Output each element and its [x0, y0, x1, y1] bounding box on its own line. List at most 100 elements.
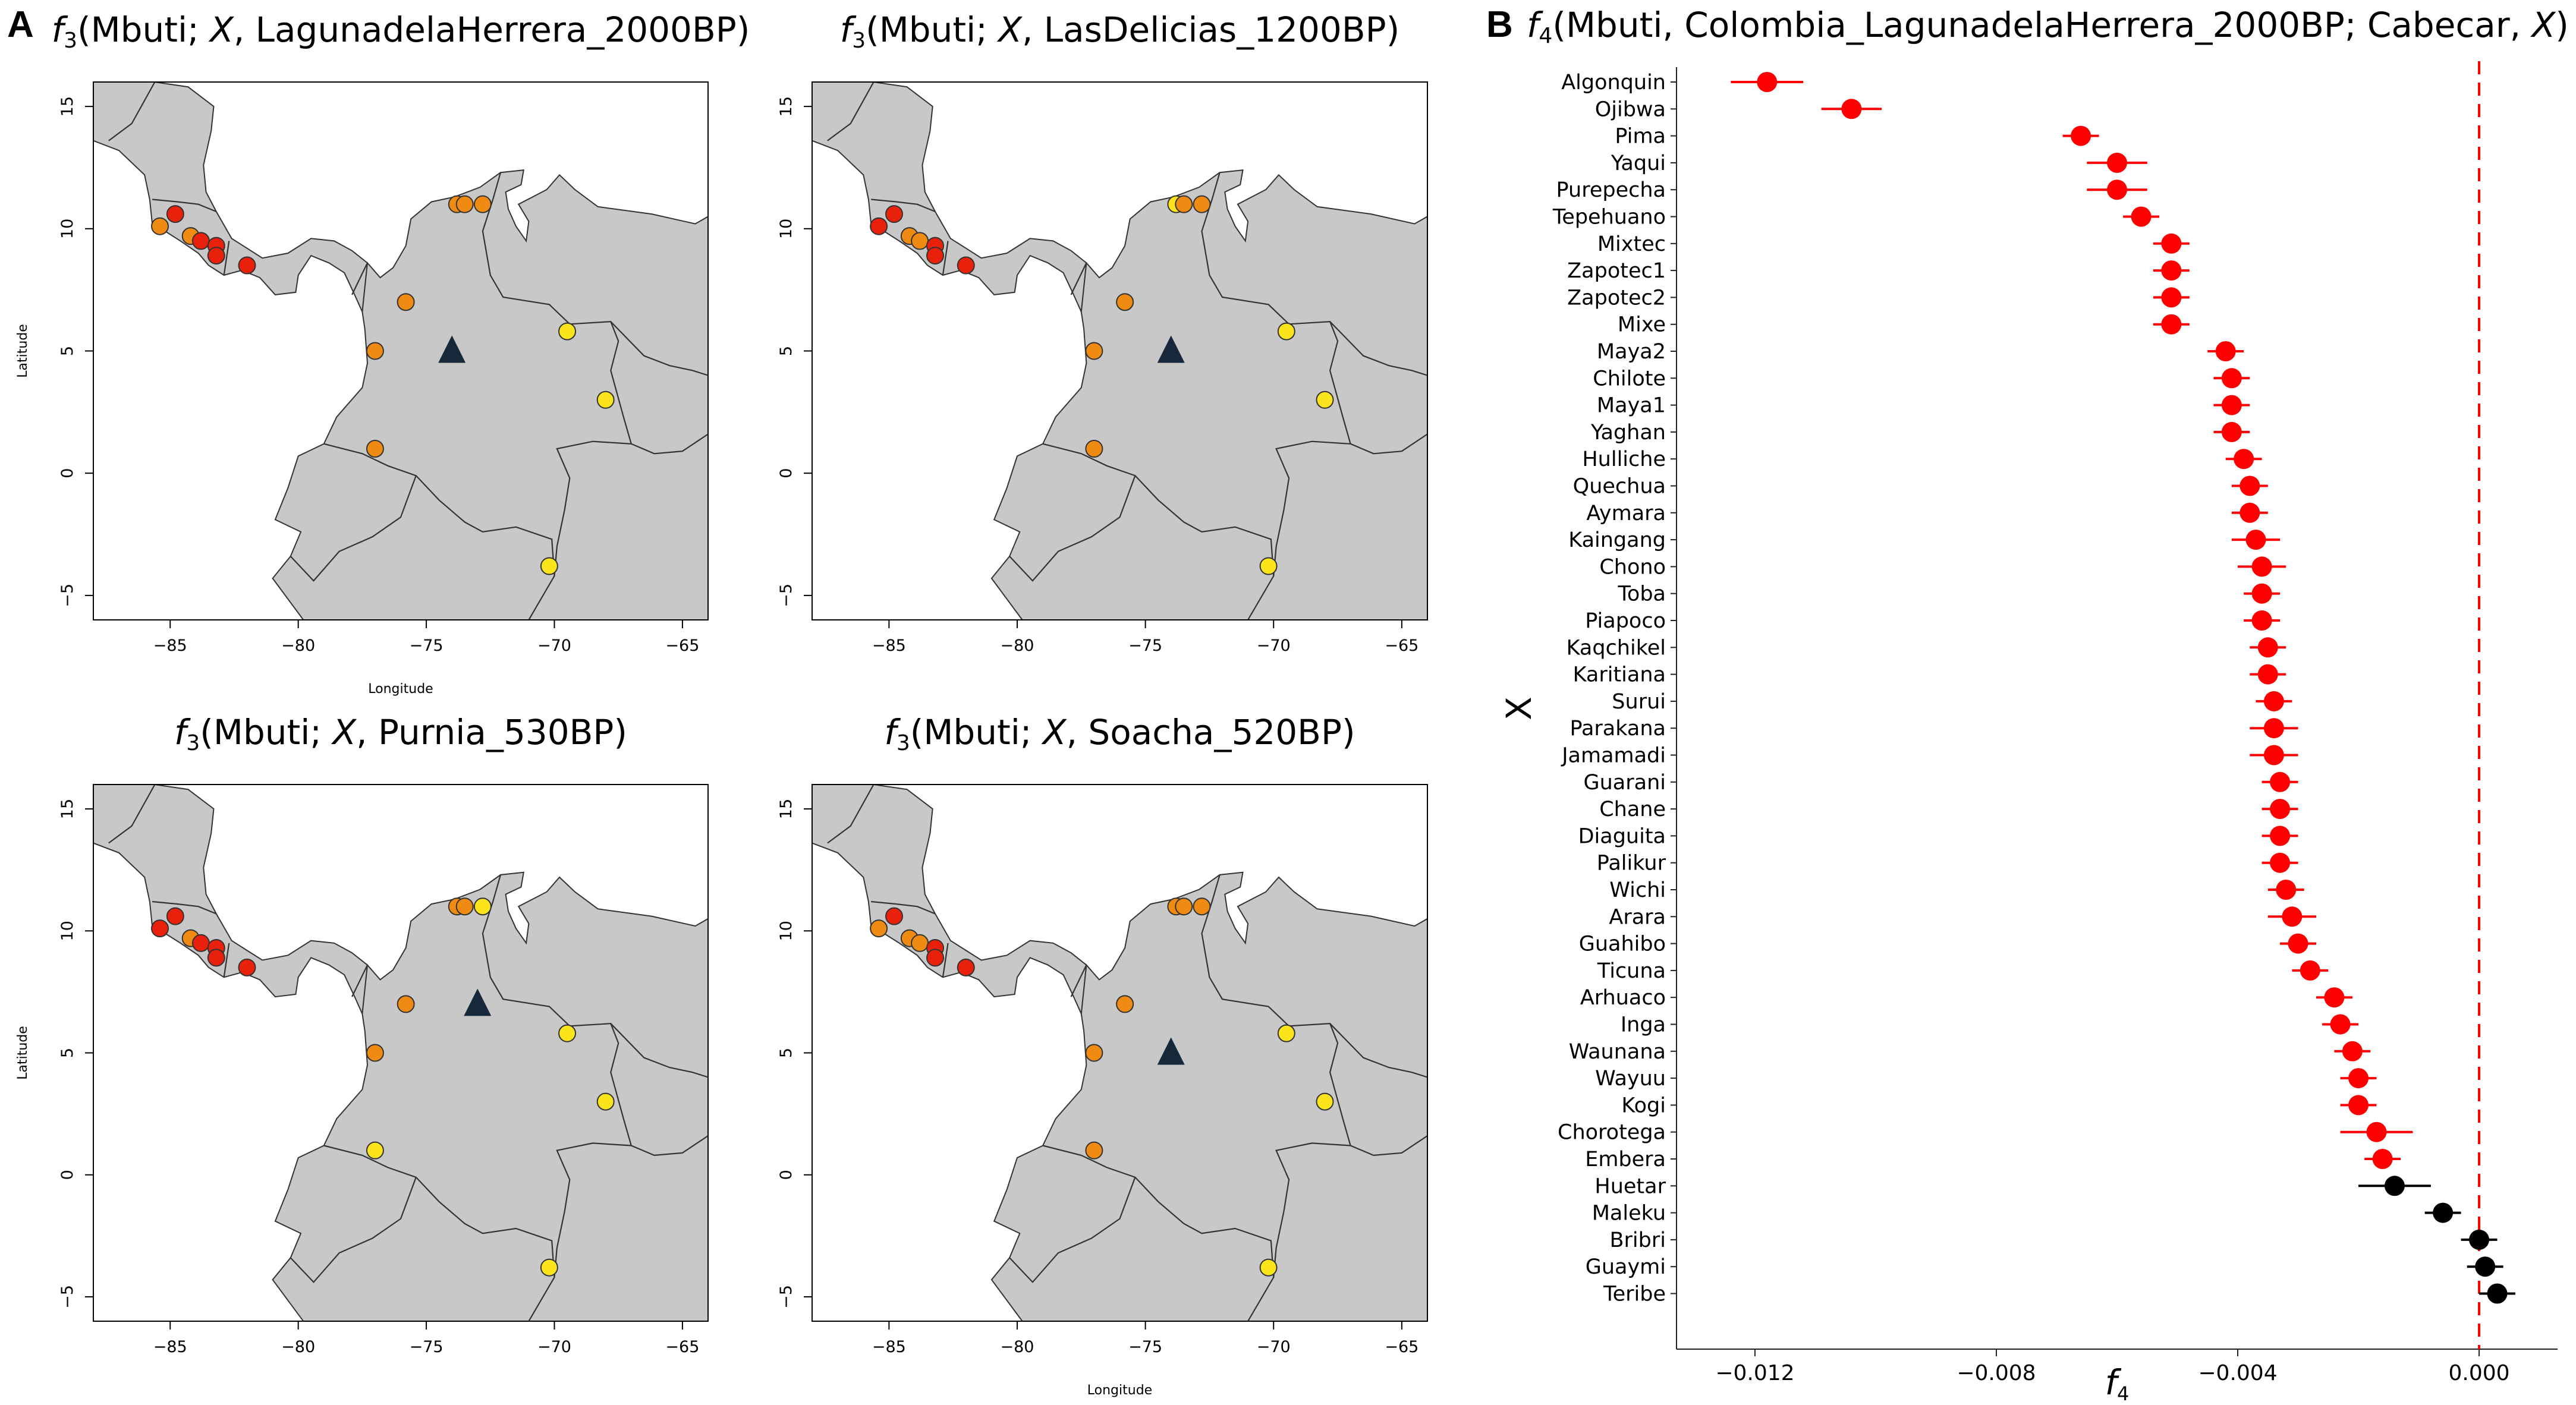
population-label: Teribe — [1603, 1283, 1666, 1306]
island — [1486, 209, 1504, 226]
population-point-high — [926, 949, 944, 967]
population-label: Zapotec1 — [1567, 259, 1666, 283]
central-america-landmass — [93, 82, 369, 314]
population-label: Chono — [1599, 555, 1666, 579]
population-point-high — [166, 205, 184, 223]
population-point-low — [1277, 1024, 1295, 1042]
population-point-mid — [1193, 897, 1211, 916]
y-tick-label: 5 — [58, 1048, 77, 1058]
population-point-low — [1277, 322, 1295, 341]
population-label: Yaghan — [1590, 421, 1666, 445]
estimate-point — [2270, 852, 2291, 873]
population-point-mid — [151, 217, 169, 235]
x-axis-label: f4 — [2105, 1362, 2130, 1405]
population-point-mid — [473, 195, 492, 213]
map-title: f3(Mbuti; X, LasDelicias_1200BP) — [840, 10, 1399, 53]
country-border — [482, 172, 633, 620]
y-tick-label: 10 — [58, 921, 77, 941]
map-title: f3(Mbuti; X, Purnia_530BP) — [174, 712, 627, 755]
x-axis-label: Longitude — [368, 682, 433, 697]
population-label: Embera — [1585, 1148, 1666, 1171]
population-label: Maya2 — [1597, 340, 1666, 364]
population-label: Guaymi — [1586, 1255, 1666, 1279]
population-point-mid — [1175, 897, 1193, 916]
population-label: Piapoco — [1585, 609, 1666, 633]
population-point-low — [1259, 557, 1278, 575]
estimate-point — [2372, 1149, 2393, 1169]
country-border — [223, 241, 230, 276]
population-point-low — [558, 322, 577, 341]
population-point-mid — [870, 919, 888, 938]
estimate-point — [2161, 233, 2182, 254]
estimate-point — [2107, 179, 2127, 200]
country-border — [290, 475, 417, 582]
country-border — [1070, 965, 1087, 997]
population-label: Karitiana — [1573, 663, 1666, 687]
y-tick-label: 0 — [777, 468, 795, 478]
estimate-point — [2348, 1068, 2369, 1089]
population-label: Algonquin — [1561, 71, 1666, 94]
population-point-mid — [1193, 195, 1211, 213]
population-label: Quechua — [1573, 475, 1666, 499]
x-tick-label: −80 — [1001, 637, 1034, 655]
population-label: Jamamadi — [1561, 744, 1666, 768]
y-tick-label: −5 — [777, 584, 795, 607]
population-points — [151, 897, 615, 1277]
estimate-point — [2071, 125, 2091, 146]
country-border — [108, 785, 156, 844]
map-panels: f3(Mbuti; X, LagunadelaHerrera_2000BP) −8… — [15, 10, 1504, 1398]
population-label: Yaqui — [1611, 152, 1666, 175]
sample-site-triangle — [438, 335, 466, 363]
y-tick-label: 10 — [777, 219, 795, 239]
population-label: Maleku — [1592, 1202, 1666, 1226]
country-border — [1350, 1135, 1427, 1157]
population-point-high — [885, 205, 903, 223]
country-border — [827, 785, 875, 844]
population-point-mid — [366, 1044, 384, 1062]
population-label: Palikur — [1597, 852, 1666, 875]
x-tick-label: −0.012 — [1715, 1361, 1794, 1385]
panel-a-letter: A — [7, 4, 34, 45]
x-axis-label: Longitude — [1087, 1383, 1152, 1398]
estimate-point — [2487, 1283, 2508, 1304]
population-point-low — [596, 390, 615, 409]
x-tick-label: −80 — [281, 637, 315, 655]
map-title: f3(Mbuti; X, Soacha_520BP) — [884, 712, 1355, 755]
map-panel-2: f3(Mbuti; X, LasDelicias_1200BP) −85 −80 −7… — [777, 10, 1504, 655]
estimate-point — [2251, 610, 2272, 631]
sample-site-triangle — [464, 988, 492, 1016]
population-points — [151, 195, 615, 575]
population-point-high — [870, 217, 888, 235]
x-tick-label: −0.004 — [2198, 1361, 2277, 1385]
estimate-point — [2240, 475, 2260, 496]
population-label: Tepehuano — [1552, 206, 1666, 229]
south-america-landmass — [990, 871, 1427, 1321]
estimate-point — [2263, 691, 2284, 711]
population-label: Chilote — [1593, 367, 1666, 390]
country-border — [351, 965, 368, 997]
population-label: Kogi — [1621, 1094, 1666, 1117]
population-point-high — [238, 958, 256, 976]
central-america-landmass — [93, 785, 369, 1016]
island — [1486, 911, 1504, 928]
x-tick-label: −80 — [281, 1338, 315, 1356]
population-point-low — [1316, 1092, 1334, 1111]
y-axis-label: Latitude — [15, 324, 30, 378]
x-tick-label: −75 — [410, 637, 444, 655]
population-point-low — [366, 1141, 384, 1160]
country-border — [827, 82, 875, 141]
x-tick-label: −65 — [665, 1338, 699, 1356]
y-tick-label: 5 — [777, 346, 795, 356]
country-border — [1042, 1145, 1275, 1278]
country-border — [610, 321, 708, 376]
sample-site-triangle — [1157, 335, 1185, 363]
country-border — [108, 82, 156, 141]
population-label: Wayuu — [1595, 1067, 1666, 1091]
estimate-point — [2288, 933, 2308, 954]
population-label: Guahibo — [1579, 933, 1666, 956]
country-border — [1350, 433, 1427, 455]
country-border — [942, 943, 949, 978]
population-label: Guarani — [1584, 771, 1666, 795]
population-point-mid — [455, 897, 474, 916]
y-tick-label: 15 — [58, 96, 77, 116]
